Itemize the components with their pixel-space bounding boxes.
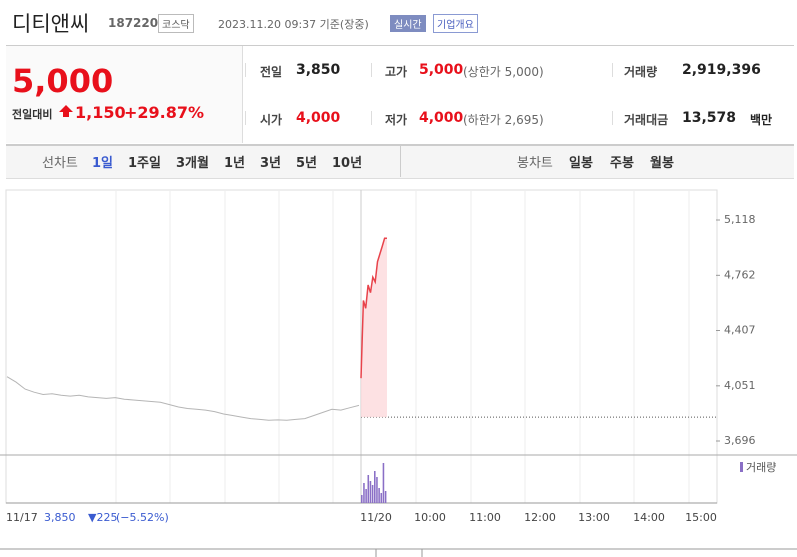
tab[interactable]: 10년 <box>332 156 363 171</box>
tab[interactable]: 1년 <box>224 156 246 171</box>
tab[interactable]: 월봉 <box>650 156 674 171</box>
cell-label: 전일 <box>260 65 283 79</box>
volume-bar <box>361 495 363 503</box>
tab[interactable]: 1주일 <box>128 156 161 171</box>
cell-label: 거래량 <box>624 65 658 79</box>
x-tick-label: 14:00 <box>633 511 665 524</box>
cell-label: 고가 <box>385 65 408 79</box>
volume-bar <box>380 493 383 503</box>
cell-note: (상한가 5,000) <box>463 65 544 79</box>
cell-divider <box>371 63 372 77</box>
x-tick-label: 13:00 <box>578 511 610 524</box>
change-label: 전일대비 <box>12 108 53 121</box>
volume-bar <box>378 488 380 503</box>
cell-label: 저가 <box>385 113 408 127</box>
y-tick-label: 4,051 <box>724 379 756 392</box>
cell-value: 4,000 <box>296 110 341 126</box>
cell-value: 13,578 <box>682 110 737 126</box>
price-panel <box>6 46 243 143</box>
volume-bar <box>384 491 387 503</box>
price-line <box>6 376 360 421</box>
volume-bar <box>365 489 367 503</box>
volume-bar <box>363 483 365 503</box>
volume-bar <box>367 475 370 503</box>
stock-name: 디티앤씨 <box>12 12 90 36</box>
volume-legend: 거래량 <box>746 461 776 474</box>
x-tick-label: 15:00 <box>685 511 717 524</box>
volume-legend-swatch <box>740 462 743 472</box>
tab[interactable]: 1일 <box>92 156 114 171</box>
market-badge: 코스닥 <box>158 14 194 33</box>
volume-bar <box>376 477 378 503</box>
cell-divider <box>245 63 246 77</box>
tab-label: 선차트 <box>42 156 78 171</box>
x-tick-label: 12:00 <box>524 511 556 524</box>
price: 5,000 <box>12 62 114 100</box>
summary-box <box>6 45 794 145</box>
volume-bar <box>371 485 374 503</box>
tab[interactable]: 5년 <box>296 156 318 171</box>
tab[interactable]: 주봉 <box>610 156 634 171</box>
stock-code: 187220 <box>108 16 159 30</box>
cell-note: (하한가 2,695) <box>463 113 544 127</box>
cell-value: 4,000 <box>419 110 464 126</box>
area <box>361 238 387 418</box>
volume-bar <box>382 463 385 503</box>
cell-label: 시가 <box>260 113 283 127</box>
y-tick-label: 5,118 <box>724 213 756 226</box>
tab-label: 봉차트 <box>517 156 553 171</box>
cell-label: 거래대금 <box>624 113 669 127</box>
toggle-button[interactable] <box>375 548 423 557</box>
overview-button[interactable]: 기업개요 <box>433 14 478 33</box>
tab-divider <box>400 146 401 177</box>
x-tick-label: 11/20 <box>360 511 392 524</box>
cell-divider <box>245 111 246 125</box>
cell-value: 2,919,396 <box>682 62 761 78</box>
change: 1,150 <box>75 103 126 122</box>
y-tick-label: 3,696 <box>724 434 756 447</box>
y-tick-label: 4,762 <box>724 268 756 281</box>
x-tick-label: 11:00 <box>469 511 501 524</box>
tab[interactable]: 3개월 <box>176 156 209 171</box>
chart: 5,118 4,762 4,407 4,051 3,696 거래량 11/20 10:00 11… <box>0 189 797 557</box>
prev-info: (−5.52%) <box>116 511 169 524</box>
rate: +29.87% <box>124 103 205 122</box>
prev-info: 3,850 <box>44 511 76 524</box>
cell-divider <box>371 111 372 125</box>
cell-divider <box>612 63 613 77</box>
up-icon <box>59 105 73 117</box>
prev-info: 11/17 <box>6 511 38 524</box>
realtime-button[interactable]: 실시간 <box>390 15 426 32</box>
cell-value: 3,850 <box>296 62 341 78</box>
volume-bar <box>374 471 376 503</box>
cell-divider <box>612 111 613 125</box>
cell-note: 백만 <box>750 113 773 127</box>
y-tick-label: 4,407 <box>724 324 756 337</box>
time: 2023.11.20 09:37 기준(장중) <box>218 18 369 31</box>
cell-value: 5,000 <box>419 62 464 78</box>
prev-info: ▼225 <box>88 511 117 524</box>
volume-bar <box>369 481 372 503</box>
tab[interactable]: 3년 <box>260 156 282 171</box>
x-tick-label: 10:00 <box>414 511 446 524</box>
tab[interactable]: 일봉 <box>569 156 593 171</box>
price-line <box>360 237 387 379</box>
